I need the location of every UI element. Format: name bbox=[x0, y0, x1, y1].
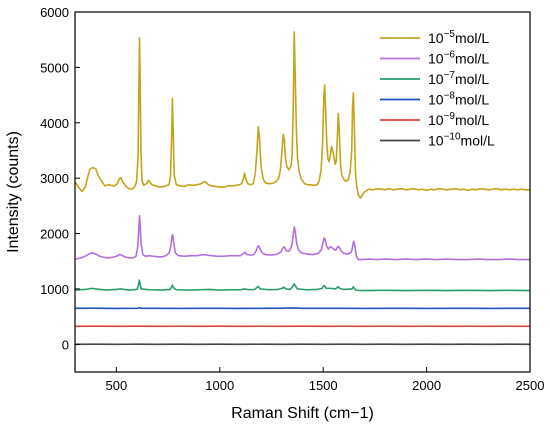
series-line-1 bbox=[74, 31, 530, 199]
legend-exponent: −6 bbox=[444, 50, 456, 61]
series-line-3 bbox=[74, 279, 531, 292]
legend-base: 10 bbox=[428, 112, 444, 128]
legend-exponent: −8 bbox=[444, 91, 456, 102]
legend: 10−5mol/L10−6mol/L10−7mol/L10−8mol/L10−9… bbox=[380, 29, 495, 149]
x-tick-label: 500 bbox=[106, 378, 128, 393]
legend-base: 10 bbox=[428, 30, 444, 46]
legend-unit: mol/L bbox=[455, 51, 489, 67]
legend-label-5: 10−9mol/L bbox=[428, 111, 489, 128]
y-tick-label: 2000 bbox=[40, 227, 69, 242]
legend-unit: mol/L bbox=[461, 133, 495, 149]
axis-ticks: 500 1000 1500 2000 2500 0 1000 2000 3000 4000 5000… bbox=[40, 5, 544, 393]
y-tick-label: 1000 bbox=[40, 282, 69, 297]
series-line-4 bbox=[74, 306, 530, 310]
legend-label-2: 10−6mol/L bbox=[428, 50, 489, 67]
y-tick-label: 4000 bbox=[40, 116, 69, 131]
x-tick-label: 1000 bbox=[205, 378, 234, 393]
legend-base: 10 bbox=[428, 51, 444, 67]
plot-frame bbox=[74, 11, 531, 373]
legend-exponent: −7 bbox=[444, 70, 456, 81]
x-tick-label: 2000 bbox=[412, 378, 441, 393]
legend-base: 10 bbox=[428, 92, 444, 108]
plot-border bbox=[74, 11, 531, 373]
legend-unit: mol/L bbox=[455, 92, 489, 108]
y-axis-title: Intensity (counts) bbox=[5, 131, 22, 253]
legend-unit: mol/L bbox=[455, 112, 489, 128]
y-tick-label: 3000 bbox=[40, 171, 69, 186]
x-tick-label: 1500 bbox=[309, 378, 338, 393]
y-tick-label: 6000 bbox=[40, 5, 69, 20]
x-axis-title: Raman Shift (cm−1) bbox=[231, 405, 374, 422]
legend-base: 10 bbox=[428, 133, 444, 149]
legend-label-1: 10−5mol/L bbox=[428, 29, 489, 46]
legend-exponent: −10 bbox=[444, 132, 461, 143]
legend-label-4: 10−8mol/L bbox=[428, 91, 489, 108]
legend-exponent: −5 bbox=[444, 29, 456, 40]
legend-base: 10 bbox=[428, 71, 444, 87]
legend-unit: mol/L bbox=[455, 30, 489, 46]
series-line-2 bbox=[74, 215, 530, 261]
series-group bbox=[74, 31, 531, 346]
legend-unit: mol/L bbox=[455, 71, 489, 87]
legend-exponent: −9 bbox=[444, 111, 456, 122]
x-tick-label: 2500 bbox=[516, 378, 545, 393]
legend-label-3: 10−7mol/L bbox=[428, 70, 489, 87]
y-tick-label: 5000 bbox=[40, 60, 69, 75]
y-tick-label: 0 bbox=[62, 337, 69, 352]
legend-label-6: 10−10mol/L bbox=[428, 132, 495, 149]
